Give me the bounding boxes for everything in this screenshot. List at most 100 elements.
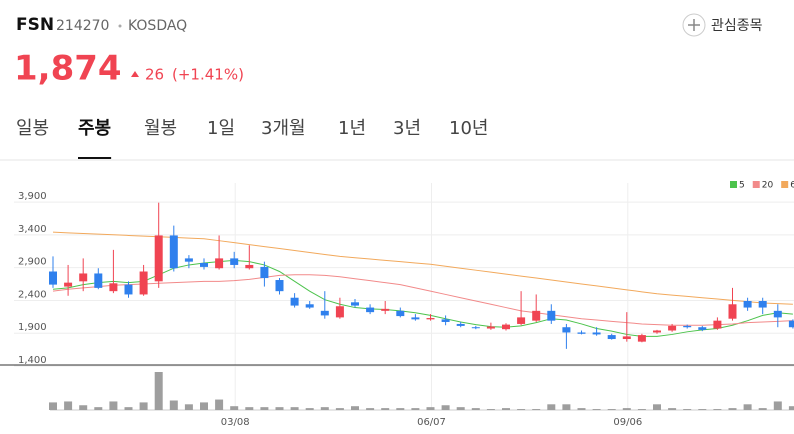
- candle-body: [184, 258, 193, 262]
- candle-body: [471, 327, 480, 329]
- tab[interactable]: 1년: [338, 118, 366, 139]
- volume-bar: [200, 402, 208, 410]
- stock-code: 214270: [56, 18, 109, 34]
- volume-bar: [743, 404, 752, 410]
- volume-bar: [607, 409, 616, 410]
- candle-body: [154, 235, 163, 282]
- plus: [688, 19, 700, 31]
- candle-body: [245, 264, 254, 269]
- candle-body: [124, 284, 133, 295]
- volume-bar: [64, 401, 73, 410]
- price: 1,874: [14, 49, 122, 89]
- y-tick-label: 2,400: [18, 289, 47, 300]
- tab[interactable]: 3년: [393, 118, 421, 139]
- candle-body: [109, 283, 118, 292]
- candle-body: [517, 317, 526, 324]
- volume-bar: [637, 409, 646, 410]
- y-tick-label: 1,400: [18, 355, 47, 366]
- candle-body: [713, 320, 722, 329]
- market: KOSDAQ: [128, 18, 187, 34]
- tab[interactable]: 주봉: [78, 118, 111, 139]
- volume-bar: [683, 409, 692, 410]
- watch-icon[interactable]: [682, 13, 706, 37]
- tabs: 일봉 주봉 월봉 1일 3개월 1년 3년 10년: [16, 118, 488, 159]
- y-tick-label: 3,900: [18, 191, 47, 202]
- volume-bar: [139, 402, 148, 410]
- candle-body: [79, 273, 88, 282]
- volume-bar: [653, 404, 661, 410]
- volume-bar: [230, 406, 239, 410]
- tab-underline: [78, 157, 112, 159]
- volume-bar: [154, 372, 163, 410]
- volume-bar: [471, 408, 480, 410]
- candle-body: [668, 325, 677, 331]
- candle-body: [773, 310, 782, 318]
- candle-body: [532, 310, 541, 321]
- candle-body: [320, 310, 329, 316]
- volume-bar: [758, 408, 767, 410]
- candle-body: [456, 323, 465, 326]
- up-arrow: [131, 71, 139, 77]
- candle-body: [200, 262, 208, 267]
- volume-bar: [396, 408, 405, 410]
- volume-bar: [320, 407, 329, 410]
- volume-bar: [532, 409, 541, 410]
- candle-body: [728, 304, 737, 319]
- volume-bar: [728, 408, 737, 410]
- candle-body: [758, 301, 767, 308]
- volume-bar: [456, 407, 465, 410]
- y-tick-label: 1,900: [18, 322, 47, 333]
- volume-bar: [547, 404, 556, 410]
- candle-body: [743, 301, 752, 308]
- volume-bar: [622, 408, 631, 410]
- candle-body: [275, 280, 284, 292]
- candle-body: [381, 308, 390, 311]
- volume-bar: [305, 408, 314, 410]
- tab[interactable]: 3개월: [261, 118, 306, 139]
- volume-bar: [773, 401, 782, 410]
- candle-body: [411, 317, 420, 320]
- volume-bar: [788, 406, 794, 410]
- tab[interactable]: 월봉: [144, 118, 177, 139]
- candle-body: [49, 271, 57, 285]
- x-tick-label: 06/07: [417, 417, 446, 428]
- legend-label: 20: [762, 181, 774, 191]
- candle-body: [683, 325, 692, 328]
- candle-body: [94, 273, 103, 288]
- tab[interactable]: 10년: [449, 118, 488, 139]
- volume-bar: [426, 407, 435, 410]
- candle-body: [547, 310, 556, 321]
- candle-body: [486, 326, 495, 329]
- candle-body: [653, 330, 661, 333]
- volume-bar: [124, 407, 133, 410]
- candle-body: [169, 235, 178, 269]
- candle-body: [64, 282, 73, 287]
- watch-button[interactable]: 관심종목: [711, 18, 763, 34]
- candle-body: [305, 304, 314, 308]
- volume-bar: [698, 409, 707, 410]
- price-change: 26: [145, 66, 164, 84]
- candle-body: [260, 266, 269, 279]
- volume-bar: [169, 400, 178, 410]
- tab[interactable]: 일봉: [16, 118, 49, 139]
- tab[interactable]: 1일: [207, 118, 235, 139]
- y-tick-label: 2,900: [18, 257, 47, 268]
- volume-bar: [366, 408, 375, 410]
- volume-bar: [713, 409, 722, 410]
- volume-bar: [290, 407, 299, 410]
- volume-bar: [184, 404, 193, 410]
- candle-body: [698, 327, 707, 330]
- legend-label: 5: [739, 181, 745, 191]
- candle-body: [215, 258, 224, 269]
- candle-body: [335, 306, 344, 318]
- volume-bar: [245, 407, 254, 410]
- volume-bar: [49, 402, 57, 410]
- x-tick-label: 09/06: [613, 417, 642, 428]
- volume-bar: [517, 409, 526, 410]
- legend-swatch: [730, 181, 737, 188]
- candle-body: [502, 324, 510, 330]
- candle-body: [622, 336, 631, 340]
- volume-bar: [275, 407, 284, 410]
- candle-body: [396, 310, 405, 317]
